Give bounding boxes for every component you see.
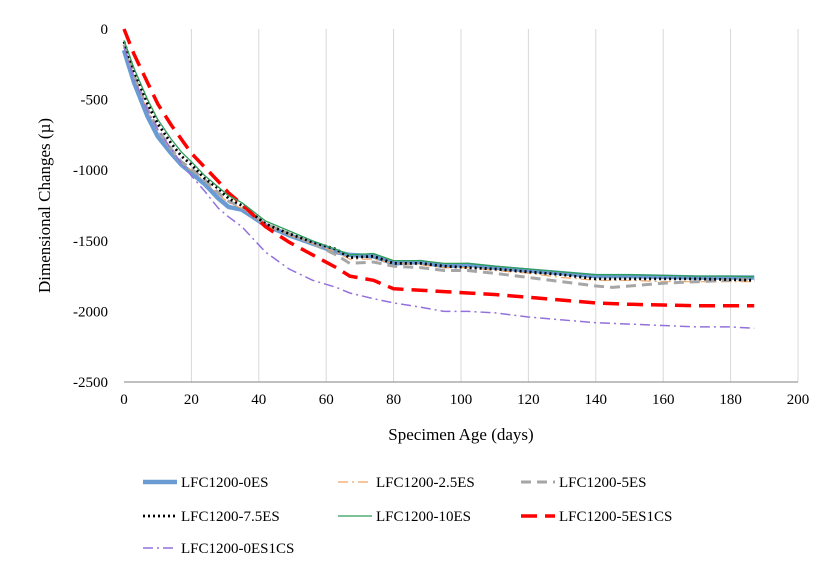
x-tick-label: 40 — [251, 392, 266, 408]
x-tick-labels: 0 20 40 60 80 100 120 140 160 180 200 — [120, 392, 809, 408]
y-tick-label: -2500 — [73, 375, 108, 391]
legend-label: LFC1200-0ES — [181, 475, 269, 491]
x-tick-label: 160 — [652, 392, 675, 408]
y-tick-label: -1000 — [73, 163, 108, 179]
series-line-LFC1200-10ES — [123, 40, 755, 278]
x-tick-label: 140 — [585, 392, 608, 408]
series-line-LFC1200-5ES — [122, 44, 755, 289]
x-tick-label: 0 — [120, 392, 128, 408]
x-tick-label: 80 — [386, 392, 401, 408]
y-tick-labels: 0 -500 -1000 -1500 -2000 -2500 — [73, 22, 108, 391]
series-line-LFC1200-0ES1CS — [123, 47, 755, 330]
legend-label: LFC1200-7.5ES — [181, 509, 280, 525]
series-lines — [121, 28, 755, 330]
x-tick-label: 120 — [517, 392, 540, 408]
y-tick-label: 0 — [101, 22, 109, 38]
y-tick-label: -1500 — [73, 234, 108, 250]
legend-label: LFC1200-0ES1CS — [181, 541, 294, 557]
legend: LFC1200-0ES LFC1200-2.5ES LFC1200-5ES LFC12… — [143, 475, 672, 557]
series-line-LFC1200-7.5ES — [122, 41, 755, 282]
x-tick-label: 60 — [319, 392, 334, 408]
legend-label: LFC1200-10ES — [376, 509, 471, 525]
y-tick-label: -500 — [81, 93, 109, 109]
y-tick-label: -2000 — [73, 304, 108, 320]
legend-label: LFC1200-2.5ES — [376, 475, 475, 491]
x-tick-label: 180 — [719, 392, 742, 408]
y-axis-title: Dimensional Changes (µ) — [35, 118, 54, 293]
x-tick-label: 100 — [450, 392, 473, 408]
x-tick-label: 20 — [184, 392, 199, 408]
series-line-LFC1200-5ES1CS — [122, 28, 755, 308]
x-axis-title: Specimen Age (days) — [388, 425, 533, 444]
legend-label: LFC1200-5ES1CS — [559, 509, 672, 525]
x-tick-label: 200 — [787, 392, 810, 408]
legend-label: LFC1200-5ES — [559, 475, 647, 491]
